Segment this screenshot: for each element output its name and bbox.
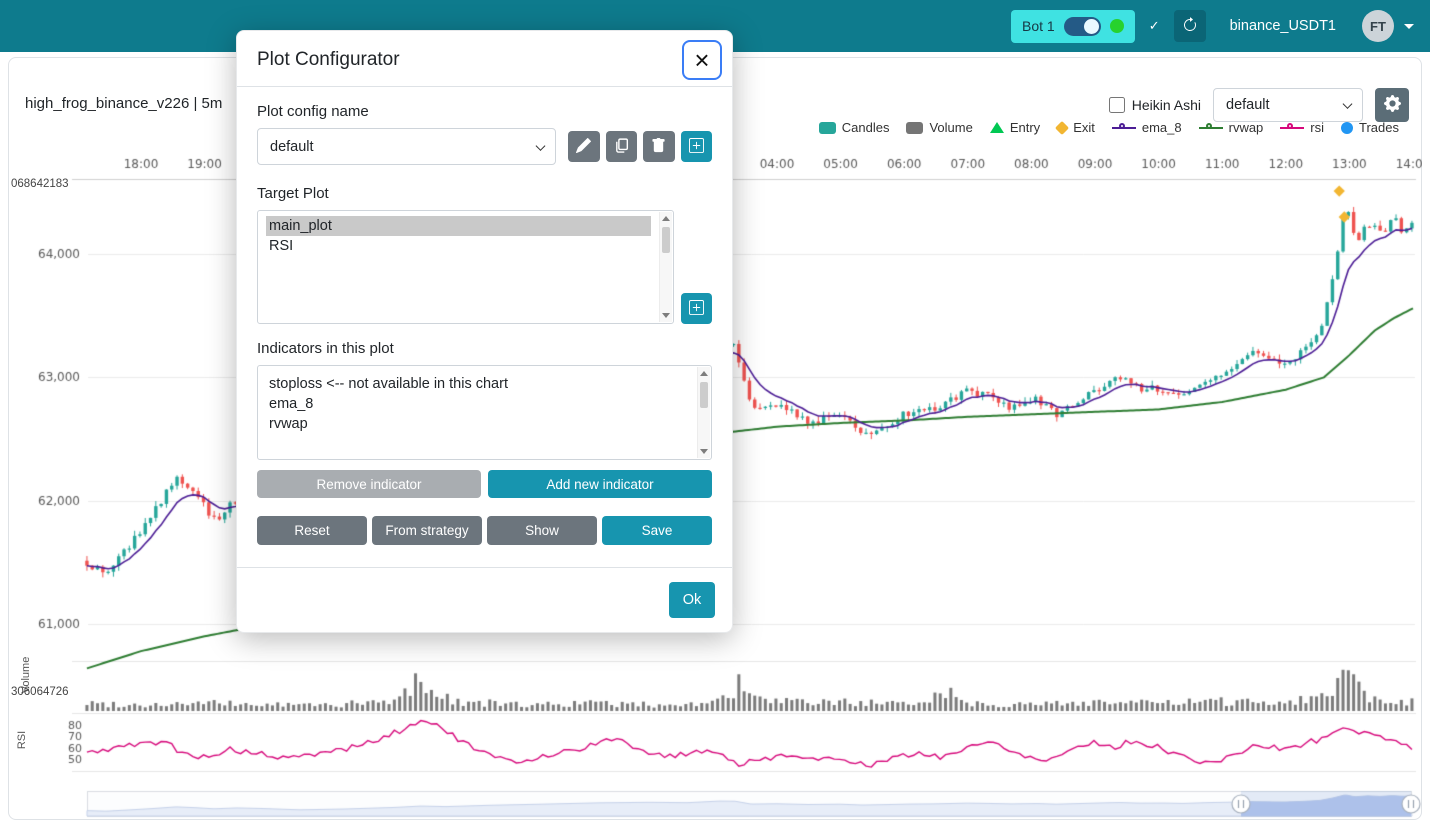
avatar[interactable]: FT (1362, 10, 1394, 42)
heikin-ashi-label: Heikin Ashi (1131, 97, 1201, 113)
refresh-button[interactable] (1173, 10, 1206, 42)
bot-online-dot (1109, 19, 1124, 33)
reset-button[interactable]: Reset (257, 516, 367, 545)
legend-item-rsi[interactable]: rsi (1280, 120, 1324, 135)
chevron-down-icon (1342, 99, 1353, 109)
trades-legend-icon (1341, 121, 1354, 134)
legend-label: Volume (929, 120, 973, 135)
target-plot-label: Target Plot (257, 185, 329, 202)
heikin-ashi-toggle[interactable]: Heikin Ashi (1108, 97, 1201, 113)
show-button[interactable]: Show (487, 516, 597, 545)
legend-item-volume[interactable]: Volume (906, 120, 973, 135)
delete-config-button[interactable] (643, 131, 675, 162)
scrollbar[interactable] (697, 367, 710, 458)
indicator-item[interactable]: ema_8 (269, 396, 314, 412)
gear-icon (1383, 95, 1401, 115)
scroll-thumb (661, 227, 670, 253)
config-name-select-value: default (270, 138, 314, 155)
legend-item-candles[interactable]: Candles (818, 120, 890, 135)
close-button[interactable]: × (682, 40, 722, 80)
config-name-label: Plot config name (257, 103, 369, 120)
legend-item-rvwap[interactable]: rvwap (1198, 120, 1264, 135)
scroll-thumb (700, 382, 708, 408)
duplicate-config-button[interactable] (605, 131, 638, 162)
target-plot-item[interactable]: main_plot (266, 216, 651, 236)
plot-config-select-value: default (1226, 97, 1270, 113)
volume-axis-max-label: 068642183 (11, 178, 69, 190)
volume-legend-icon (906, 121, 924, 134)
add-indicator-button[interactable]: Add new indicator (488, 470, 712, 498)
indicator-buttons-row: Remove indicator Add new indicator (257, 470, 712, 498)
bot-name-label: Bot 1 (1021, 18, 1055, 34)
rsi-axis-title: RSI (16, 730, 28, 750)
legend-item-entry[interactable]: Entry (989, 120, 1041, 135)
legend-label: Entry (1009, 120, 1041, 135)
legend-label: Trades (1359, 120, 1399, 135)
entry-legend-icon (989, 122, 1004, 133)
refresh-icon (1182, 16, 1198, 36)
toggle-knob (1083, 18, 1099, 34)
scroll-up-icon (661, 216, 670, 221)
scroll-up-icon (700, 371, 708, 376)
chevron-down-icon (535, 140, 546, 151)
from-strategy-button[interactable]: From strategy (372, 516, 482, 545)
exit-legend-icon (1055, 120, 1070, 135)
pencil-icon (576, 137, 592, 156)
pair-label: binance_USDT1 (1229, 18, 1336, 34)
chevron-down-icon[interactable] (1404, 23, 1414, 29)
modal-body: Plot config name default Target Plot mai… (237, 87, 732, 567)
heikin-ashi-checkbox[interactable] (1108, 97, 1125, 113)
legend-label: rvwap (1228, 120, 1264, 135)
copy-icon (614, 137, 629, 156)
legend-item-trades[interactable]: Trades (1341, 120, 1399, 135)
legend-item-ema-8[interactable]: ema_8 (1111, 120, 1182, 135)
remove-indicator-button[interactable]: Remove indicator (257, 470, 481, 498)
trash-icon (651, 137, 666, 156)
chart-title: high_frog_binance_v226 | 5m (25, 95, 223, 112)
close-icon: × (694, 45, 710, 75)
save-button[interactable]: Save (602, 516, 712, 545)
config-name-select[interactable]: default (257, 128, 557, 165)
plot-configurator-modal: Plot Configurator × Plot config name def… (236, 30, 733, 633)
config-row: default (257, 128, 712, 165)
scroll-down-icon (700, 449, 708, 454)
legend-label: ema_8 (1141, 120, 1182, 135)
bot-selector[interactable]: Bot 1 (1010, 9, 1135, 43)
indicator-item[interactable]: rvwap (269, 416, 308, 432)
bot-toggle[interactable] (1063, 16, 1101, 36)
indicator-item[interactable]: stoploss <-- not available in this chart (269, 376, 508, 392)
action-buttons-row: Reset From strategy Show Save (257, 516, 712, 545)
target-plot-item[interactable]: RSI (269, 238, 294, 254)
legend-item-exit[interactable]: Exit (1055, 120, 1095, 135)
ema-8-legend-icon (1111, 122, 1136, 134)
legend-label: rsi (1310, 120, 1325, 135)
check-icon: ✓ (1148, 18, 1160, 33)
volume-axis-value-label: 306064726 (11, 686, 69, 698)
chart-controls: Heikin Ashi default (1108, 88, 1409, 122)
legend-label: Candles (841, 120, 890, 135)
legend-label: Exit (1073, 120, 1095, 135)
plus-square-icon (688, 137, 704, 156)
modal-title: Plot Configurator (257, 49, 400, 70)
rsi-legend-icon (1280, 122, 1305, 134)
ok-button[interactable]: Ok (669, 582, 715, 618)
target-plot-list[interactable]: main_plot RSI (257, 210, 674, 324)
scrollbar[interactable] (658, 212, 672, 322)
indicator-list[interactable]: stoploss <-- not available in this chart… (257, 365, 712, 460)
edit-config-button[interactable] (568, 131, 600, 162)
candles-legend-icon (818, 121, 836, 134)
add-plot-button[interactable] (680, 293, 712, 324)
chart-legend: Candles Volume Entry Exit ema_8 rvwap rsi Trade… (818, 120, 1399, 135)
rvwap-legend-icon (1198, 122, 1223, 134)
plot-config-select[interactable]: default (1213, 88, 1363, 122)
plus-square-icon (688, 299, 704, 318)
target-plot-row: main_plot RSI (257, 210, 712, 324)
modal-footer: Ok (237, 567, 732, 632)
add-config-button[interactable] (680, 131, 712, 162)
modal-header: Plot Configurator × (237, 31, 732, 87)
indicators-label: Indicators in this plot (257, 340, 394, 357)
scroll-down-icon (661, 313, 670, 318)
plot-configurator-gear-button[interactable] (1375, 88, 1409, 122)
